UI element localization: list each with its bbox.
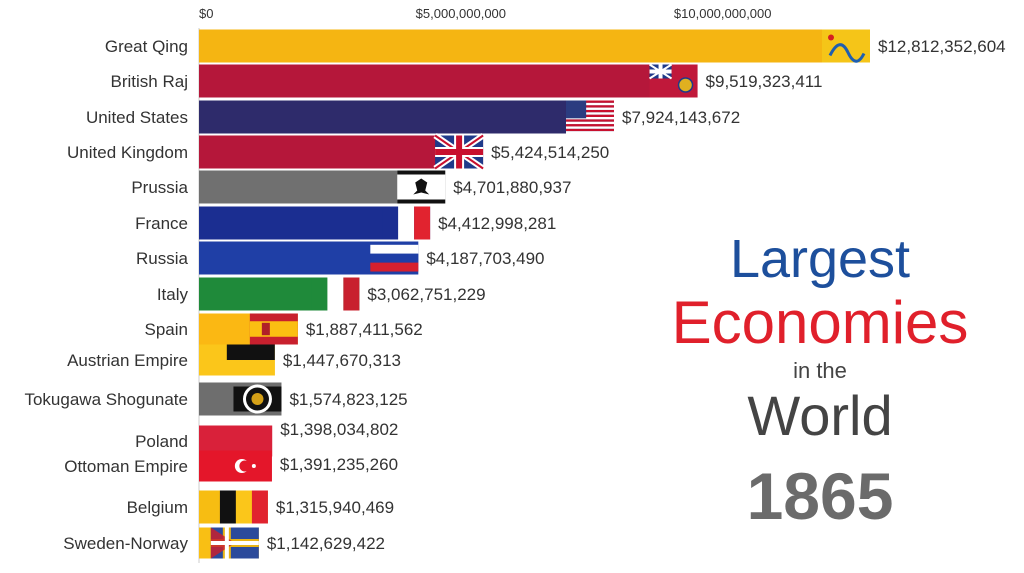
value-label: $4,412,998,281 [438,214,556,233]
category-label: Russia [136,249,189,268]
category-label: United Kingdom [67,143,188,162]
category-label: Prussia [131,178,188,197]
category-label: Ottoman Empire [64,457,188,476]
flag-icon [219,490,268,524]
flag-icon [226,344,275,376]
flag-icon [370,244,419,272]
category-label: France [135,214,188,233]
value-label: $9,519,323,411 [706,72,823,91]
bar-row: Great Qing $12,812,352,604 [105,29,1006,63]
value-label: $3,062,751,229 [367,285,485,304]
value-label: $1,142,629,422 [267,534,385,553]
flag-icon [233,384,282,414]
bar [199,100,614,134]
category-label: Poland [135,432,188,451]
title-economies: Economies [671,289,969,356]
bar-row: Ottoman Empire $1,391,235,260 [64,450,398,482]
flag-icon [822,29,870,63]
bar-row: Tokugawa Shogunate $1,574,823,125 [24,382,408,416]
flag-icon [382,206,431,240]
bar-row: France $4,412,998,281 [135,206,556,240]
title-in-the: in the [793,358,847,383]
flag-icon [223,450,272,482]
flag-icon [433,133,485,171]
title-world: World [747,384,893,447]
category-label: Spain [145,320,188,339]
value-label: $1,574,823,125 [289,390,407,409]
bar-row: British Raj $9,519,323,411 [111,63,823,98]
bar-row: Prussia $4,701,880,937 [131,170,571,204]
value-label: $12,812,352,604 [878,37,1006,56]
value-label: $5,424,514,250 [491,143,609,162]
year-label: 1865 [746,459,894,533]
bar-row: Austrian Empire $1,447,670,313 [67,344,401,376]
value-label: $1,447,670,313 [283,351,401,370]
flag-icon [311,277,360,311]
flag-icon [249,313,298,345]
bar-row: United States $7,924,143,672 [86,100,740,134]
bar-row: Sweden-Norway $1,142,629,422 [63,527,385,559]
bar-row: United Kingdom $5,424,514,250 [67,133,609,171]
category-label: Belgium [127,498,188,517]
value-label: $1,391,235,260 [280,455,398,474]
bar [199,64,698,98]
category-label: Sweden-Norway [63,534,188,553]
x-tick-label: $10,000,000,000 [674,6,772,21]
category-label: Italy [157,285,189,304]
category-label: Great Qing [105,37,188,56]
value-label: $7,924,143,672 [622,108,740,127]
flag-icon [210,527,259,559]
x-tick-label: $0 [199,6,213,21]
flag-icon [649,63,698,98]
bar-row: Russia $4,187,703,490 [136,241,544,275]
bar-row: Spain $1,887,411,562 [145,313,423,345]
x-tick-label: $5,000,000,000 [416,6,506,21]
flag-icon [397,170,446,204]
value-label: $1,315,940,469 [276,498,394,517]
category-label: United States [86,108,188,127]
flag-icon [565,100,614,134]
value-label: $4,701,880,937 [453,178,571,197]
chart-title: Largest Economies in the World 1865 [620,228,1020,534]
bar [199,29,870,63]
value-label: $4,187,703,490 [426,249,544,268]
title-largest: Largest [729,229,911,289]
bar-row: Belgium $1,315,940,469 [127,490,394,524]
value-label: $1,398,034,802 [280,420,398,439]
category-label: Tokugawa Shogunate [24,390,188,409]
bar-row: Italy $3,062,751,229 [157,277,486,311]
value-label: $1,887,411,562 [306,320,423,339]
category-label: British Raj [111,72,188,91]
category-label: Austrian Empire [67,351,188,370]
